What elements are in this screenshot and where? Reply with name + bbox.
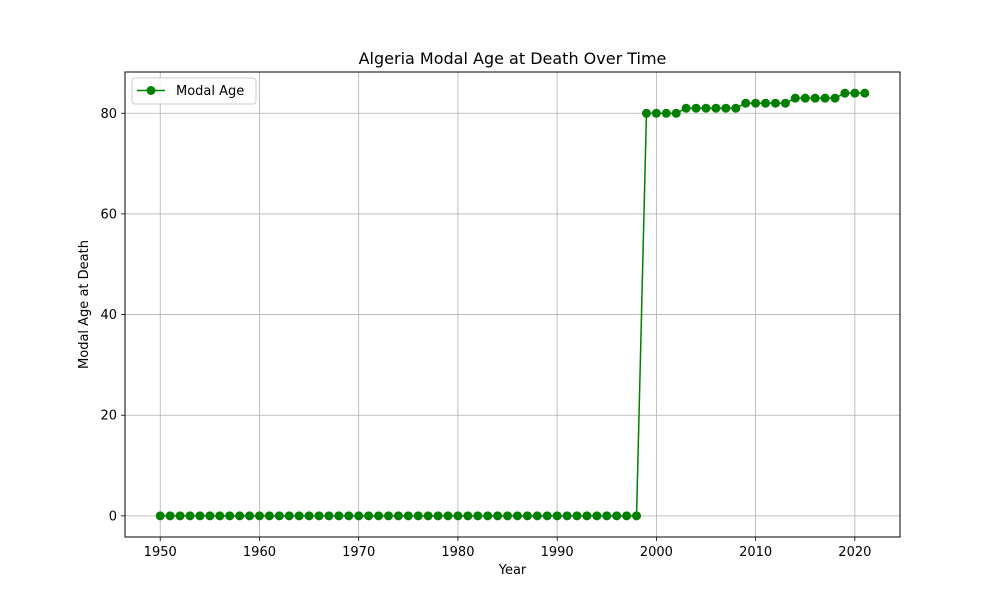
series-layer <box>155 88 870 521</box>
data-point <box>741 98 751 108</box>
data-point <box>800 93 810 103</box>
data-point <box>314 511 324 521</box>
data-point <box>274 511 284 521</box>
data-point <box>175 511 185 521</box>
data-point <box>433 511 443 521</box>
data-point <box>473 511 483 521</box>
data-point <box>751 98 761 108</box>
legend-marker-sample <box>146 86 156 95</box>
plot-frame <box>124 71 901 538</box>
data-point <box>235 511 245 521</box>
data-point <box>284 511 294 521</box>
data-point <box>641 108 651 118</box>
data-point <box>512 511 522 521</box>
data-point <box>165 511 175 521</box>
data-point <box>453 511 463 521</box>
data-point <box>860 88 870 98</box>
y-axis-label: Modal Age at Death <box>77 240 92 369</box>
data-point <box>245 511 255 521</box>
data-point <box>423 511 433 521</box>
data-point <box>552 511 562 521</box>
data-point <box>582 511 592 521</box>
data-point <box>820 93 830 103</box>
data-point <box>483 511 493 521</box>
data-point <box>681 103 691 113</box>
data-point <box>661 108 671 118</box>
y-tick-label: 40 <box>100 308 117 323</box>
y-tick-label: 80 <box>100 107 117 122</box>
legend: Modal Age <box>131 77 257 105</box>
data-point <box>651 108 661 118</box>
data-point <box>344 511 354 521</box>
x-tick-label: 2020 <box>838 545 871 560</box>
y-axis: 0 20 40 60 80 <box>100 107 125 524</box>
data-point <box>602 511 612 521</box>
data-point <box>364 511 374 521</box>
chart-title: Algeria Modal Age at Death Over Time <box>359 49 667 68</box>
data-point <box>592 511 602 521</box>
data-point <box>770 98 780 108</box>
y-tick-label: 60 <box>100 207 117 222</box>
data-point <box>195 511 205 521</box>
data-point <box>403 511 413 521</box>
data-point <box>463 511 473 521</box>
data-point <box>185 511 195 521</box>
data-point <box>383 511 393 521</box>
data-point <box>780 98 790 108</box>
data-point <box>304 511 314 521</box>
data-point <box>532 511 542 521</box>
x-tick-label: 1980 <box>441 545 474 560</box>
data-point <box>542 511 552 521</box>
data-point <box>562 511 572 521</box>
data-point <box>324 511 334 521</box>
data-point <box>264 511 274 521</box>
data-point <box>155 511 165 521</box>
data-point <box>622 511 632 521</box>
x-axis-label: Year <box>498 563 527 578</box>
data-point <box>393 511 403 521</box>
data-point <box>334 511 344 521</box>
data-point <box>503 511 513 521</box>
data-point <box>671 108 681 118</box>
data-point <box>205 511 215 521</box>
data-point <box>721 103 731 113</box>
data-point <box>830 93 840 103</box>
x-tick-label: 1950 <box>144 545 177 560</box>
data-point <box>691 103 701 113</box>
data-point <box>572 511 582 521</box>
data-point <box>790 93 800 103</box>
data-point <box>413 511 423 521</box>
data-point <box>254 511 264 521</box>
x-tick-label: 2010 <box>739 545 772 560</box>
data-point <box>632 511 642 521</box>
data-point <box>443 511 453 521</box>
y-tick-label: 0 <box>109 509 117 524</box>
data-point <box>612 511 622 521</box>
data-point <box>225 511 235 521</box>
data-point <box>701 103 711 113</box>
data-point <box>711 103 721 113</box>
data-point <box>215 511 225 521</box>
x-tick-label: 1970 <box>342 545 375 560</box>
data-point <box>374 511 384 521</box>
y-tick-label: 20 <box>100 409 117 424</box>
data-point <box>840 88 850 98</box>
data-point <box>731 103 741 113</box>
data-point <box>354 511 364 521</box>
data-point <box>761 98 771 108</box>
x-tick-label: 1960 <box>243 545 276 560</box>
x-tick-label: 2000 <box>640 545 673 560</box>
data-point <box>810 93 820 103</box>
data-point <box>522 511 532 521</box>
x-tick-label: 1990 <box>541 545 574 560</box>
x-axis: 1950 1960 1970 1980 1990 2000 2010 2020 <box>144 537 871 560</box>
legend-box <box>131 77 257 105</box>
legend-label: Modal Age <box>176 84 244 99</box>
data-point <box>493 511 503 521</box>
data-point <box>850 88 860 98</box>
data-point <box>294 511 304 521</box>
